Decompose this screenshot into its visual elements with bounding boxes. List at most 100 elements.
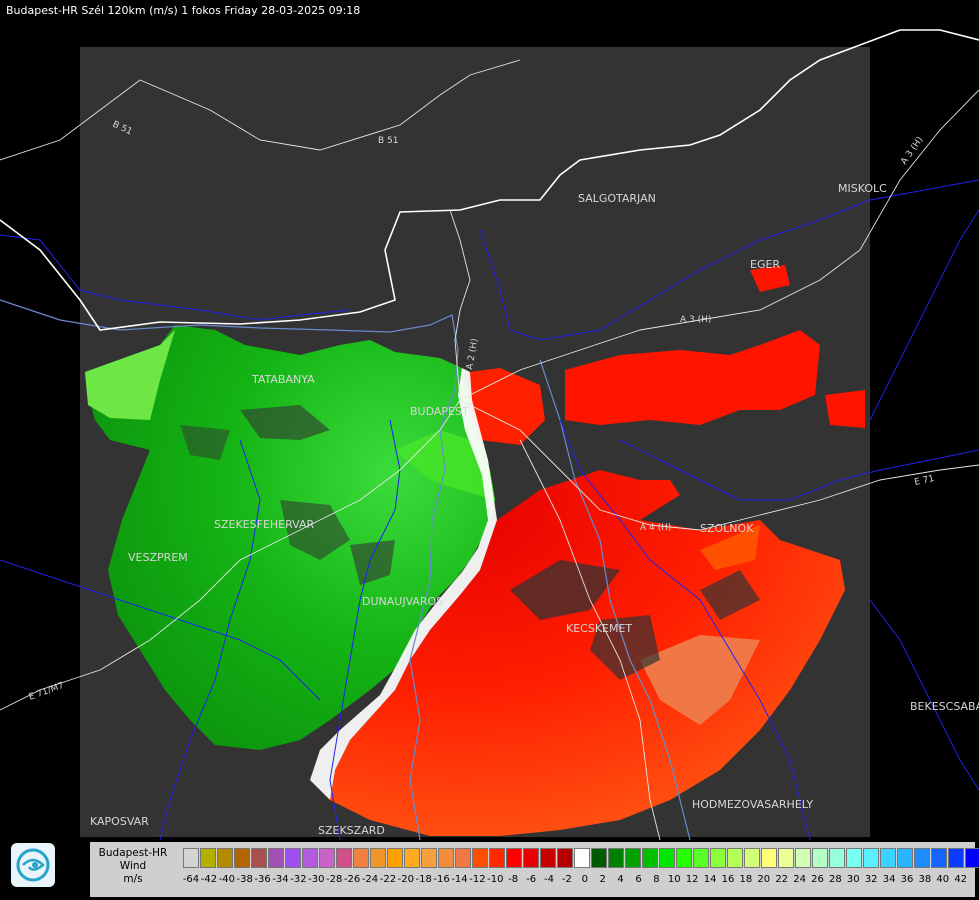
legend-swatch <box>421 848 437 868</box>
city-szekszard: SZEKSZARD <box>318 824 385 837</box>
legend-tick-label: -20 <box>397 874 414 885</box>
legend-swatch <box>217 848 233 868</box>
legend-swatch <box>676 848 692 868</box>
legend-swatch <box>234 848 250 868</box>
legend-swatch <box>557 848 573 868</box>
legend-tick-label: 12 <box>685 874 699 885</box>
legend-tick-label: -16 <box>433 874 450 885</box>
road-label-e71-east: E 71 <box>914 474 936 488</box>
city-szolnok: SZOLNOK <box>700 522 754 535</box>
legend-swatch <box>608 848 624 868</box>
legend-tick-label: 40 <box>936 874 950 885</box>
legend-swatch <box>268 848 284 868</box>
legend-tick-label: 18 <box>739 874 753 885</box>
legend-swatch <box>727 848 743 868</box>
legend-swatch <box>523 848 539 868</box>
city-kaposvar: KAPOSVAR <box>90 815 149 828</box>
legend-tick-label: -18 <box>415 874 432 885</box>
legend-tick-label: 34 <box>882 874 896 885</box>
legend-swatch <box>489 848 505 868</box>
legend-swatch <box>455 848 471 868</box>
legend-tick-label: 30 <box>846 874 860 885</box>
legend-swatch <box>761 848 777 868</box>
legend-swatch <box>506 848 522 868</box>
city-veszprem: VESZPREM <box>128 551 188 564</box>
legend-tick-label: -36 <box>254 874 271 885</box>
legend-tick-label: -38 <box>236 874 253 885</box>
zero-velocity-band <box>310 368 497 800</box>
city-tatabanya: TATABANYA <box>251 373 315 386</box>
legend-tick-label: 20 <box>757 874 771 885</box>
legend-swatch <box>710 848 726 868</box>
road-label-a3-east: A 3 (H) <box>899 135 925 166</box>
legend-tick-label: -22 <box>379 874 397 885</box>
rivers <box>0 299 691 840</box>
legend-swatch <box>948 848 964 868</box>
legend-tick-label: -34 <box>272 874 289 885</box>
legend-swatch <box>574 848 590 868</box>
legend-swatch <box>778 848 794 868</box>
receding-wind-echoes <box>330 265 865 836</box>
legend-swatch <box>251 848 267 868</box>
city-miskolc: MISKOLC <box>838 182 887 195</box>
wind-speed-legend: Budapest-HR Wind m/s -64 -42 -40 -38 -36 -34-… <box>90 842 979 897</box>
legend-tick-label: -30 <box>308 874 325 885</box>
legend-tick-label: -12 <box>469 874 486 885</box>
legend-swatch <box>880 848 896 868</box>
radar-map: SALGOTARJAN MISKOLC EGER TATABANYA BUDAP… <box>0 29 979 840</box>
legend-swatch <box>659 848 675 868</box>
legend-swatch <box>336 848 352 868</box>
legend-swatch <box>625 848 641 868</box>
legend-swatch <box>472 848 488 868</box>
legend-tick-label: -32 <box>290 874 307 885</box>
legend-tick-label: -14 <box>451 874 468 885</box>
legend-swatch <box>744 848 760 868</box>
legend-swatch <box>897 848 913 868</box>
city-szekesfehervar: SZEKESFEHERVAR <box>214 518 315 531</box>
legend-label: Budapest-HR Wind m/s <box>90 842 176 897</box>
legend-swatch <box>540 848 556 868</box>
legend-tick-label: 26 <box>811 874 824 885</box>
legend-tick-label: 38 <box>918 874 932 885</box>
legend-tick-label: 2 <box>599 874 606 885</box>
legend-swatch <box>914 848 930 868</box>
legend-swatch <box>812 848 828 868</box>
road-label-b51-east: B 51 <box>378 136 399 146</box>
city-labels: SALGOTARJAN MISKOLC EGER TATABANYA BUDAP… <box>90 182 979 837</box>
legend-swatch <box>931 848 947 868</box>
road-label-a4: A 4 (H) <box>640 523 671 533</box>
legend-swatch <box>693 848 709 868</box>
legend-swatch <box>370 848 386 868</box>
legend-swatch <box>863 848 879 868</box>
legend-tick-label: 6 <box>635 874 642 885</box>
legend-swatch <box>353 848 369 868</box>
roads <box>0 59 979 840</box>
legend-tick-label: 24 <box>793 874 806 885</box>
legend-tick-label: 28 <box>829 874 842 885</box>
legend-tick-label: -2 <box>561 874 572 885</box>
legend-tick-label: 4 <box>617 874 624 885</box>
legend-tick-label: 16 <box>721 874 735 885</box>
city-eger: EGER <box>750 258 780 271</box>
city-dunaujvaros: DUNAUJVAROS <box>362 595 443 608</box>
city-budapest: BUDAPEST <box>410 405 469 418</box>
legend-swatch <box>591 848 607 868</box>
legend-swatch <box>302 848 318 868</box>
hungarian-meteorological-service-logo <box>11 843 55 887</box>
legend-swatch <box>965 848 979 868</box>
legend-tick-label: -24 <box>361 874 379 885</box>
legend-tick-label: 36 <box>900 874 914 885</box>
legend-swatch <box>319 848 335 868</box>
country-border <box>0 29 979 331</box>
legend-swatch <box>795 848 811 868</box>
city-salgotarjan: SALGOTARJAN <box>578 192 656 205</box>
legend-swatch <box>387 848 403 868</box>
legend-tick-label: 42 <box>954 874 968 885</box>
legend-tick-label: 22 <box>775 874 789 885</box>
legend-tick-label: 32 <box>864 874 878 885</box>
legend-tick-label: -42 <box>200 874 218 885</box>
map-title: Budapest-HR Szél 120km (m/s) 1 fokos Fri… <box>6 4 361 17</box>
legend-tick-label: -6 <box>526 874 537 885</box>
legend-tick-label: -26 <box>343 874 361 885</box>
legend-tick-label: -10 <box>487 874 504 885</box>
